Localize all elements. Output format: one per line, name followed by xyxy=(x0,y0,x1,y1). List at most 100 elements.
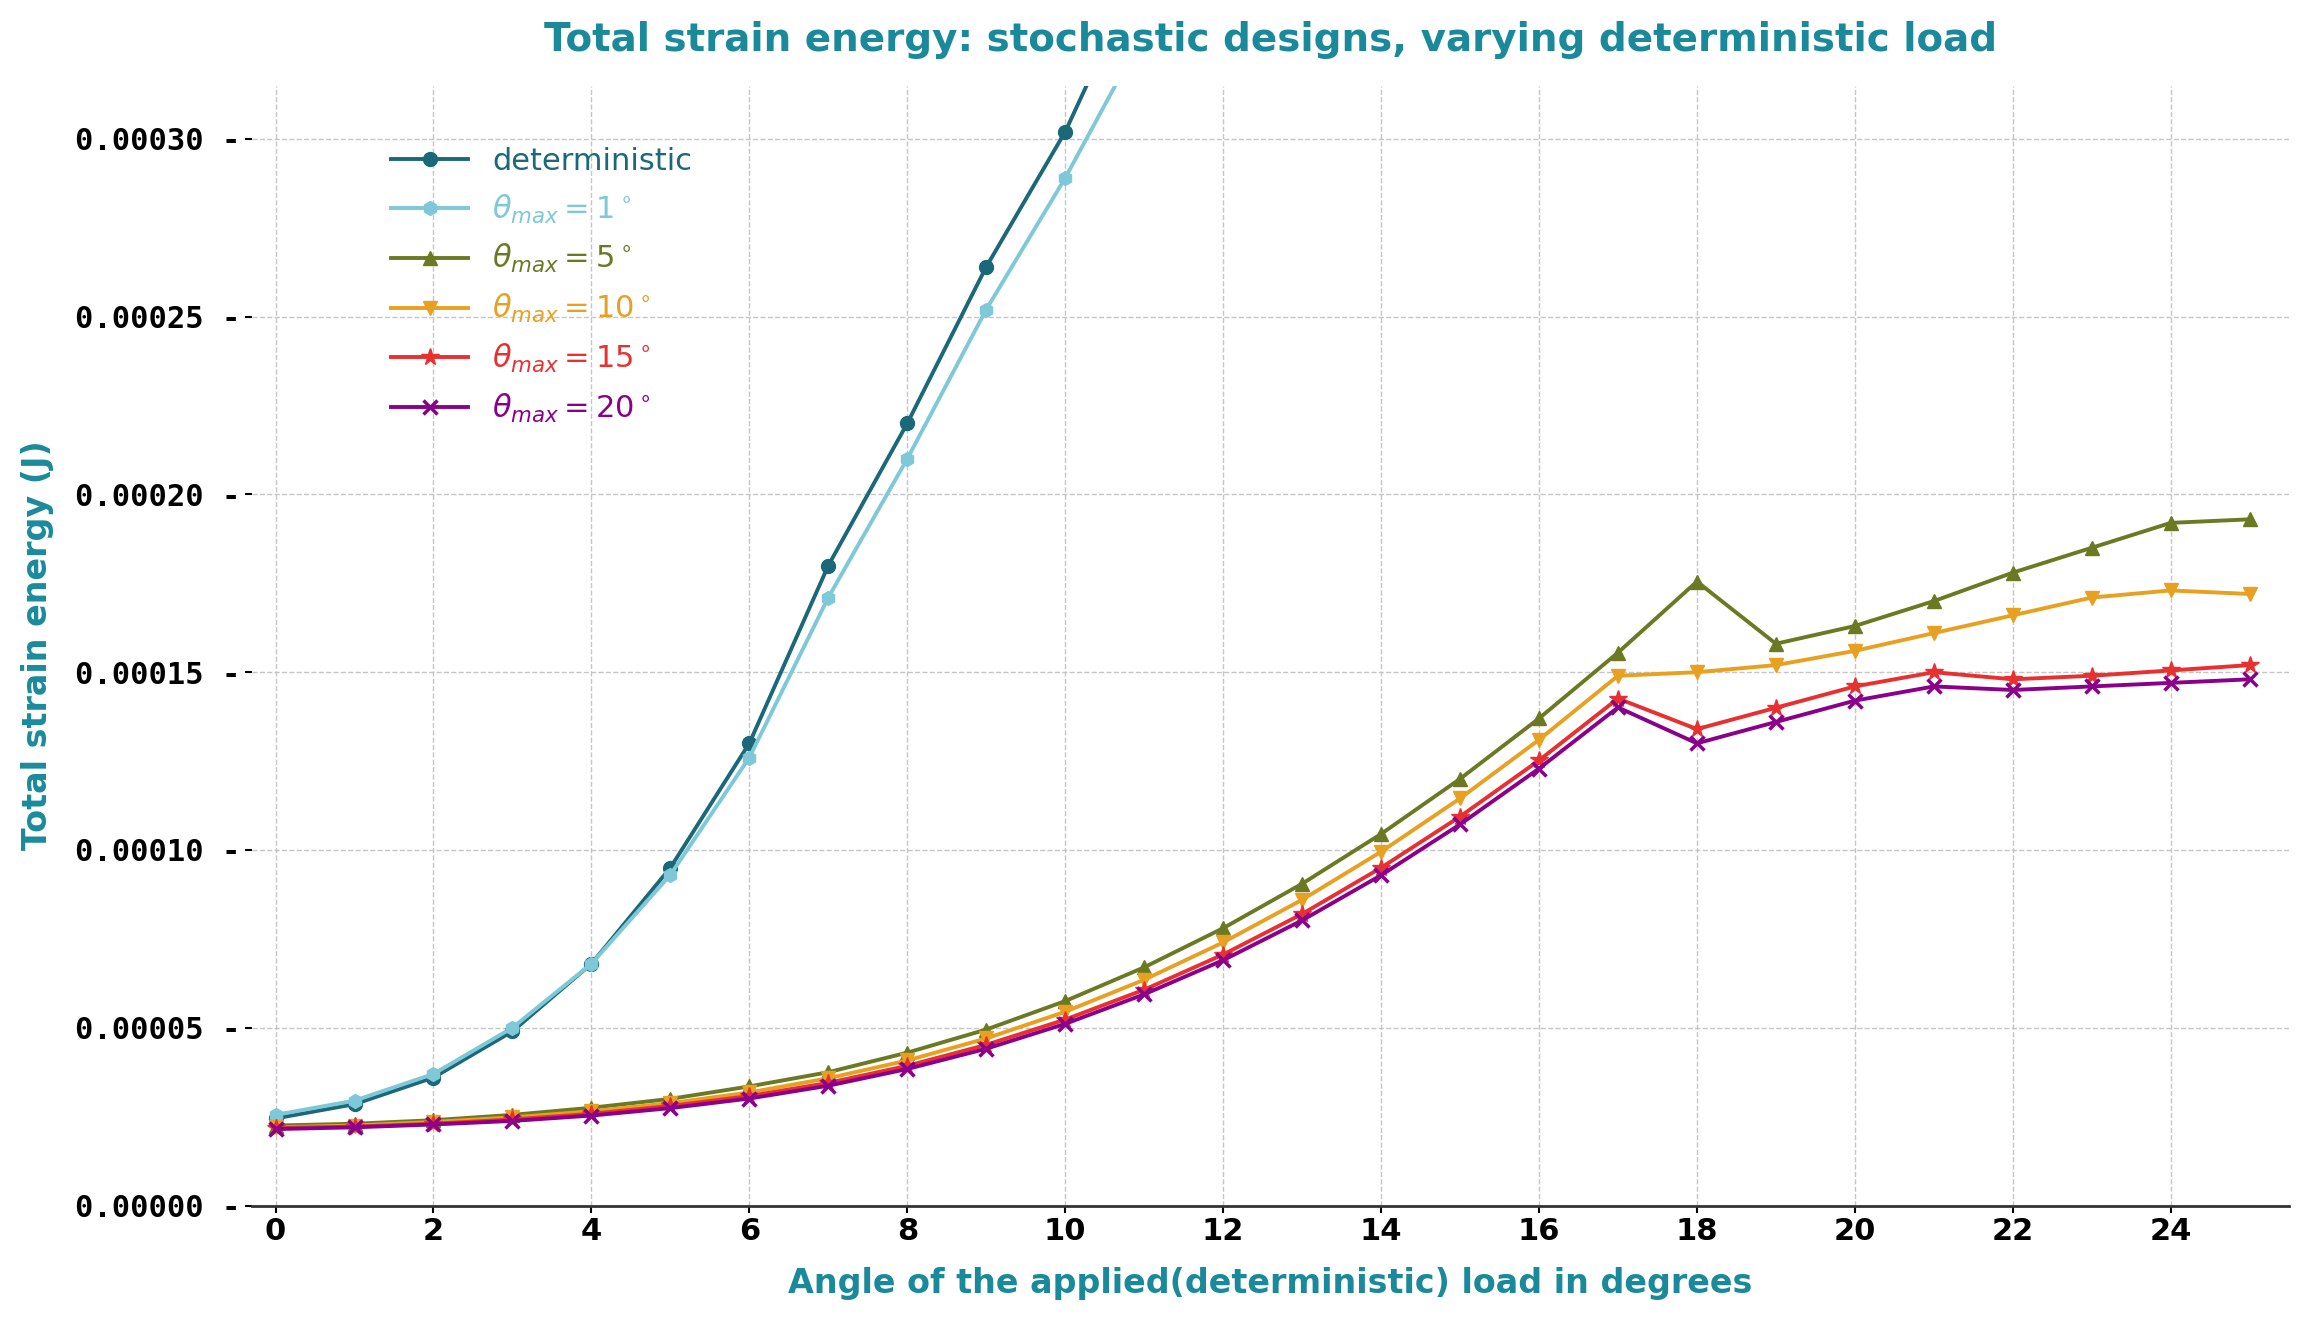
$\theta_{max} = 5^\circ$ xyxy=(973,1021,1000,1037)
$\theta_{max} = 5^\circ$ xyxy=(1208,921,1236,937)
$\theta_{max} = 20^\circ$ xyxy=(2236,671,2264,687)
$\theta_{max} = 20^\circ$ xyxy=(340,1119,367,1135)
$\theta_{max} = 10^\circ$ xyxy=(340,1118,367,1133)
$\theta_{max} = 5^\circ$ xyxy=(2236,511,2264,527)
$\theta_{max} = 20^\circ$ xyxy=(656,1100,684,1116)
$\theta_{max} = 5^\circ$ xyxy=(1684,573,1712,589)
$\theta_{max} = 20^\circ$ xyxy=(2079,679,2107,695)
$\theta_{max} = 5^\circ$ xyxy=(1525,711,1552,727)
$\theta_{max} = 20^\circ$ xyxy=(1998,682,2026,697)
$\theta_{max} = 5^\circ$ xyxy=(1130,959,1157,975)
$\theta_{max} = 5^\circ$ xyxy=(815,1065,843,1081)
deterministic xyxy=(656,860,684,876)
$\theta_{max} = 5^\circ$ xyxy=(735,1078,762,1094)
$\theta_{max} = 20^\circ$ xyxy=(578,1107,605,1123)
$\theta_{max} = 20^\circ$ xyxy=(1051,1016,1079,1032)
$\theta_{max} = 20^\circ$ xyxy=(1525,761,1552,777)
$\theta_{max} = 10^\circ$ xyxy=(1841,643,1869,659)
$\theta_{max} = 15^\circ$ xyxy=(1525,753,1552,769)
$\theta_{max} = 1^\circ$ xyxy=(261,1107,289,1123)
Line: deterministic: deterministic xyxy=(268,0,2257,1125)
$\theta_{max} = 5^\circ$ xyxy=(499,1107,527,1123)
$\theta_{max} = 10^\circ$ xyxy=(973,1030,1000,1046)
$\theta_{max} = 1^\circ$ xyxy=(420,1066,448,1082)
$\theta_{max} = 10^\circ$ xyxy=(2236,587,2264,602)
$\theta_{max} = 15^\circ$ xyxy=(1130,982,1157,997)
$\theta_{max} = 10^\circ$ xyxy=(1446,790,1474,806)
$\theta_{max} = 20^\circ$ xyxy=(1763,715,1790,731)
Title: Total strain energy: stochastic designs, varying deterministic load: Total strain energy: stochastic designs,… xyxy=(543,21,1998,59)
$\theta_{max} = 10^\circ$ xyxy=(1051,1004,1079,1020)
$\theta_{max} = 5^\circ$ xyxy=(656,1091,684,1107)
$\theta_{max} = 15^\circ$ xyxy=(2236,657,2264,672)
deterministic xyxy=(815,557,843,573)
$\theta_{max} = 10^\circ$ xyxy=(1368,844,1395,860)
Line: $\theta_{max} = 15^\circ$: $\theta_{max} = 15^\circ$ xyxy=(266,657,2259,1137)
$\theta_{max} = 20^\circ$ xyxy=(815,1078,843,1094)
$\theta_{max} = 15^\circ$ xyxy=(261,1120,289,1136)
Legend: deterministic, $\theta_{max} = 1^\circ$, $\theta_{max} = 5^\circ$, $\theta_{max}: deterministic, $\theta_{max} = 1^\circ$,… xyxy=(379,135,705,437)
$\theta_{max} = 15^\circ$ xyxy=(420,1116,448,1132)
$\theta_{max} = 1^\circ$ xyxy=(340,1092,367,1108)
$\theta_{max} = 10^\circ$ xyxy=(578,1103,605,1119)
$\theta_{max} = 10^\circ$ xyxy=(261,1119,289,1135)
$\theta_{max} = 5^\circ$ xyxy=(261,1118,289,1133)
$\theta_{max} = 5^\circ$ xyxy=(1368,826,1395,841)
$\theta_{max} = 15^\circ$ xyxy=(1920,664,1947,680)
$\theta_{max} = 15^\circ$ xyxy=(1446,808,1474,824)
$\theta_{max} = 15^\circ$ xyxy=(973,1037,1000,1053)
$\theta_{max} = 20^\circ$ xyxy=(1920,679,1947,695)
$\theta_{max} = 20^\circ$ xyxy=(1841,692,1869,708)
$\theta_{max} = 5^\circ$ xyxy=(894,1045,922,1061)
$\theta_{max} = 5^\circ$ xyxy=(2079,540,2107,556)
deterministic xyxy=(420,1070,448,1086)
$\theta_{max} = 1^\circ$ xyxy=(973,301,1000,317)
$\theta_{max} = 20^\circ$ xyxy=(1289,913,1317,929)
$\theta_{max} = 1^\circ$ xyxy=(1051,170,1079,186)
$\theta_{max} = 15^\circ$ xyxy=(894,1058,922,1074)
$\theta_{max} = 5^\circ$ xyxy=(1603,645,1631,660)
$\theta_{max} = 5^\circ$ xyxy=(1051,993,1079,1009)
$\theta_{max} = 10^\circ$ xyxy=(1998,608,2026,624)
$\theta_{max} = 15^\circ$ xyxy=(735,1089,762,1104)
$\theta_{max} = 20^\circ$ xyxy=(1368,868,1395,884)
$\theta_{max} = 10^\circ$ xyxy=(2158,583,2185,598)
deterministic xyxy=(499,1024,527,1040)
$\theta_{max} = 15^\circ$ xyxy=(499,1111,527,1127)
$\theta_{max} = 20^\circ$ xyxy=(1130,987,1157,1003)
$\theta_{max} = 5^\circ$ xyxy=(1920,593,1947,609)
deterministic xyxy=(973,259,1000,275)
$\theta_{max} = 20^\circ$ xyxy=(973,1041,1000,1057)
$\theta_{max} = 20^\circ$ xyxy=(735,1091,762,1107)
$\theta_{max} = 1^\circ$ xyxy=(735,749,762,765)
$\theta_{max} = 10^\circ$ xyxy=(815,1070,843,1086)
$\theta_{max} = 5^\circ$ xyxy=(340,1116,367,1132)
$\theta_{max} = 15^\circ$ xyxy=(1684,721,1712,737)
$\theta_{max} = 1^\circ$ xyxy=(1130,24,1157,40)
$\theta_{max} = 10^\circ$ xyxy=(420,1114,448,1129)
$\theta_{max} = 1^\circ$ xyxy=(578,956,605,972)
Line: $\theta_{max} = 10^\circ$: $\theta_{max} = 10^\circ$ xyxy=(268,584,2257,1135)
$\theta_{max} = 5^\circ$ xyxy=(1763,635,1790,651)
$\theta_{max} = 5^\circ$ xyxy=(1841,618,1869,634)
$\theta_{max} = 15^\circ$ xyxy=(656,1098,684,1114)
$\theta_{max} = 15^\circ$ xyxy=(340,1119,367,1135)
$\theta_{max} = 1^\circ$ xyxy=(894,450,922,466)
$\theta_{max} = 15^\circ$ xyxy=(1763,700,1790,716)
$\theta_{max} = 20^\circ$ xyxy=(420,1116,448,1132)
$\theta_{max} = 1^\circ$ xyxy=(815,589,843,605)
$\theta_{max} = 15^\circ$ xyxy=(1051,1012,1079,1028)
$\theta_{max} = 10^\circ$ xyxy=(1763,657,1790,672)
$\theta_{max} = 15^\circ$ xyxy=(1841,679,1869,695)
$\theta_{max} = 10^\circ$ xyxy=(2079,589,2107,605)
$\theta_{max} = 5^\circ$ xyxy=(1446,771,1474,787)
deterministic xyxy=(578,956,605,972)
$\theta_{max} = 20^\circ$ xyxy=(261,1122,289,1137)
$\theta_{max} = 15^\circ$ xyxy=(1208,947,1236,963)
$\theta_{max} = 1^\circ$ xyxy=(499,1020,527,1036)
$\theta_{max} = 20^\circ$ xyxy=(499,1114,527,1129)
$\theta_{max} = 5^\circ$ xyxy=(2158,515,2185,531)
$\theta_{max} = 20^\circ$ xyxy=(894,1061,922,1077)
Line: $\theta_{max} = 5^\circ$: $\theta_{max} = 5^\circ$ xyxy=(268,513,2257,1132)
$\theta_{max} = 10^\circ$ xyxy=(656,1095,684,1111)
